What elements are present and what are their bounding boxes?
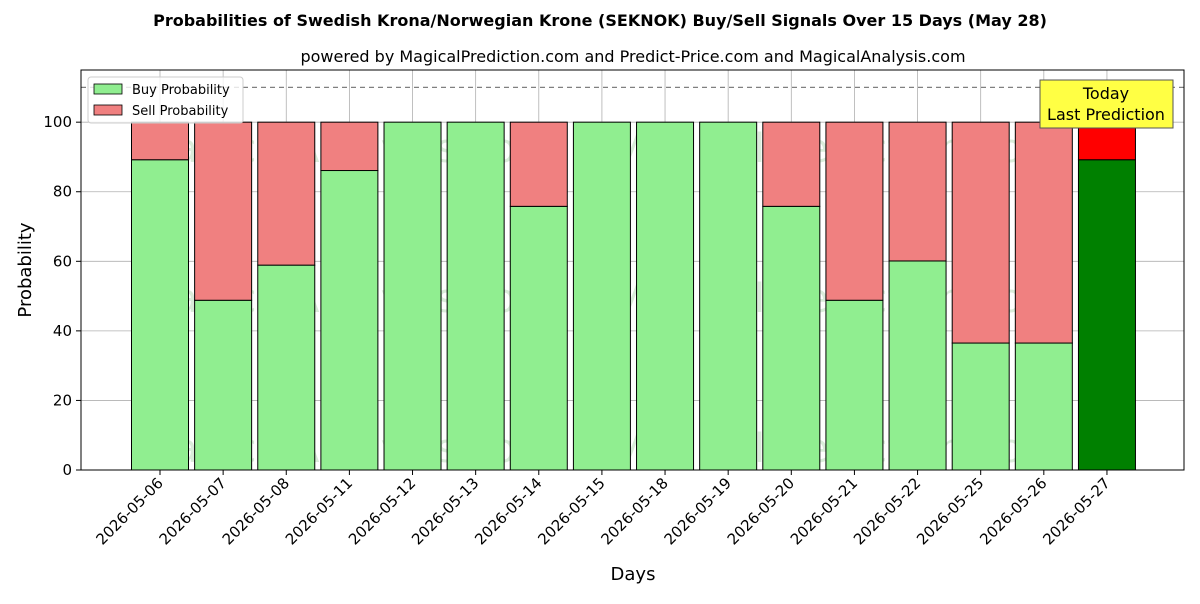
x-tick-label: 2026-05-14 [471, 474, 545, 548]
sell-bar [825, 121, 884, 301]
legend-frame [87, 76, 244, 124]
today-annotation-line1: Today [1082, 84, 1129, 103]
buy-bar [509, 205, 568, 471]
x-tick-label: 2026-05-19 [661, 474, 735, 548]
x-tick-label: 2026-05-12 [345, 474, 419, 548]
buy-bar [951, 342, 1010, 471]
x-tick-label: 2026-05-15 [534, 474, 608, 548]
buy-bar [1014, 342, 1073, 471]
y-tick-label: 80 [53, 183, 72, 201]
y-tick-label: 20 [53, 391, 72, 409]
y-axis-label: Probability [15, 222, 36, 317]
sell-bar [320, 121, 379, 172]
buy-bar [320, 170, 379, 471]
bars-layer [131, 121, 1136, 471]
x-tick-label: 2026-05-07 [156, 474, 230, 548]
x-tick-label: 2026-05-21 [787, 474, 861, 548]
today-annotation: Today Last Prediction [1039, 79, 1174, 129]
x-tick-label: 2026-05-11 [282, 474, 356, 548]
sell-bar [1014, 121, 1073, 344]
legend-sell-label: Sell Probability [132, 104, 229, 119]
legend-buy-label: Buy Probability [132, 83, 230, 98]
y-tick-label: 40 [53, 322, 72, 340]
buy-bar [762, 205, 821, 471]
buy-bar [1077, 159, 1136, 471]
x-tick-label: 2026-05-20 [724, 474, 798, 548]
legend: Buy Probability Sell Probability [87, 76, 244, 124]
today-annotation-box [1039, 79, 1174, 129]
sell-bar [131, 121, 189, 161]
buy-bar [825, 299, 884, 471]
x-tick-label: 2026-05-08 [219, 474, 293, 548]
buy-bar [888, 260, 947, 471]
legend-buy-swatch [93, 83, 123, 95]
buy-bar [699, 121, 758, 471]
sell-bar [257, 121, 316, 266]
plot-frame [80, 69, 1185, 471]
y-tick-label: 100 [43, 113, 72, 131]
sell-bar [509, 121, 568, 207]
x-tick-label: 2026-05-25 [913, 474, 987, 548]
chart-subtitle: powered by MagicalPrediction.com and Pre… [300, 47, 965, 66]
buy-bar [194, 299, 253, 471]
x-tick-label: 2026-05-27 [1039, 474, 1113, 548]
x-tick-label: 2026-05-18 [597, 474, 671, 548]
today-annotation-line2: Last Prediction [1047, 105, 1165, 124]
y-tick-label: 60 [53, 252, 72, 270]
buy-bar [131, 159, 189, 471]
buy-bar [636, 121, 695, 471]
sell-bar [194, 121, 253, 301]
chart-title: Probabilities of Swedish Krona/Norwegian… [153, 11, 1047, 30]
buy-bar [383, 121, 442, 471]
x-axis-label: Days [611, 564, 656, 585]
x-tick-label: 2026-05-22 [850, 474, 924, 548]
buy-bar [257, 264, 316, 471]
sell-bar [951, 121, 1010, 344]
buy-bar [446, 121, 505, 471]
buy-bar [572, 121, 631, 471]
x-tick-label: 2026-05-06 [92, 474, 166, 548]
x-tick-label: 2026-05-26 [976, 474, 1050, 548]
sell-bar [888, 121, 947, 262]
y-tick-label: 0 [62, 461, 72, 479]
legend-sell-swatch [93, 104, 123, 116]
sell-bar [762, 121, 821, 207]
x-tick-label: 2026-05-13 [408, 474, 482, 548]
